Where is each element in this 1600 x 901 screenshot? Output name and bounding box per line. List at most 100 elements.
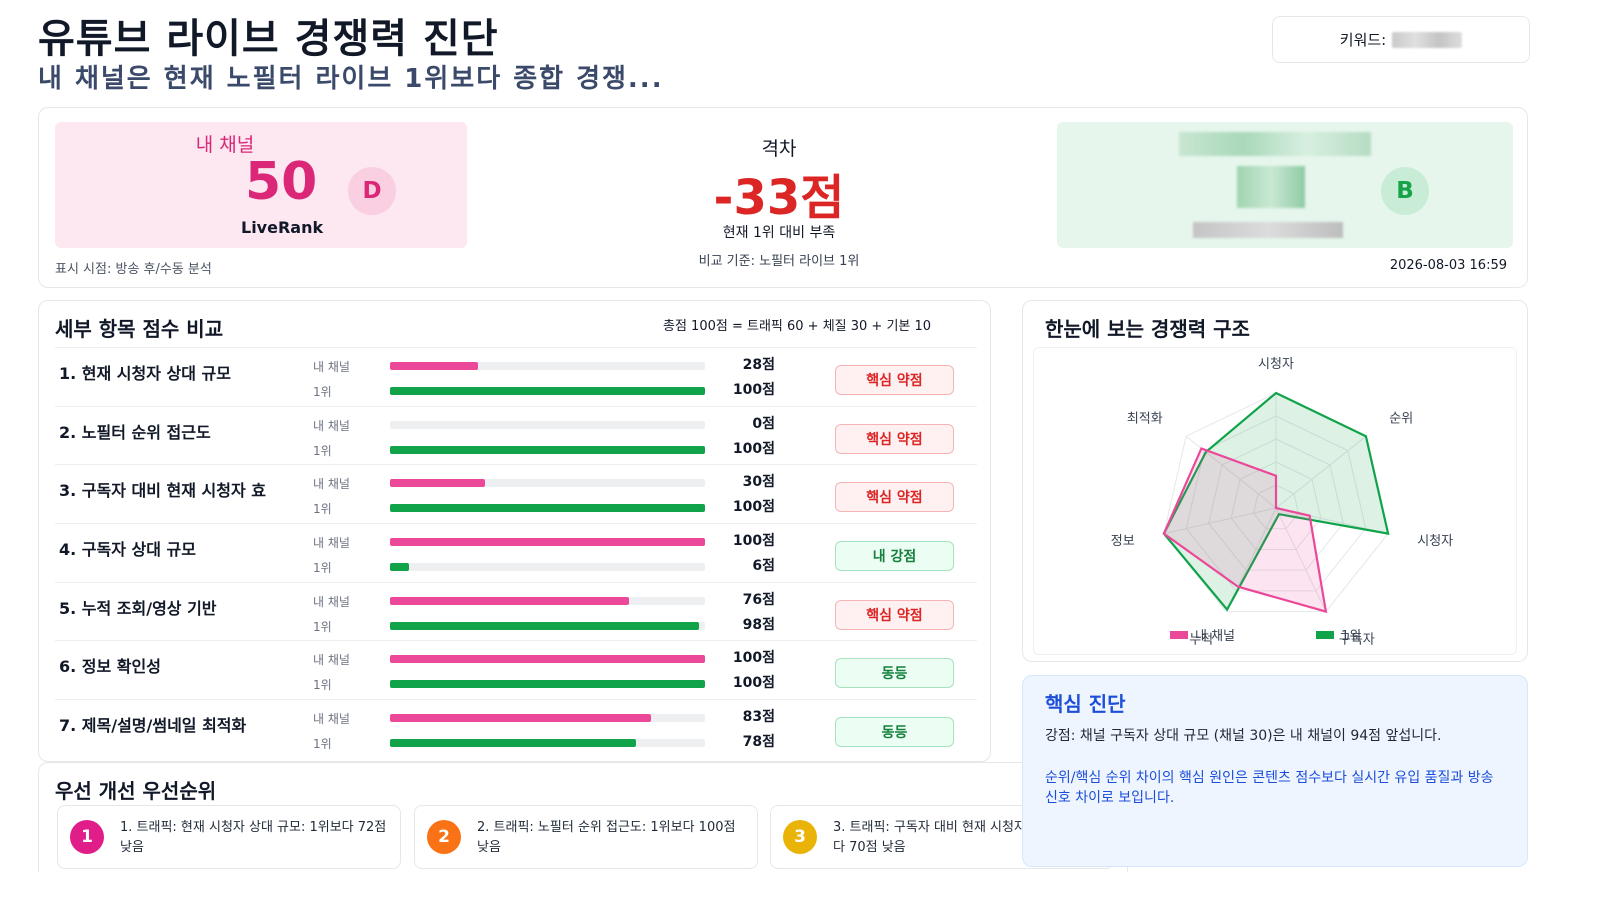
radar-spoke <box>1163 507 1277 535</box>
mine-score-value: 76점 <box>742 591 775 608</box>
top-score-bar <box>390 504 705 513</box>
detail-row-top-label: 1위 <box>313 561 332 576</box>
radar-spoke <box>1275 507 1327 612</box>
status-badge: 핵심 약점 <box>835 482 954 513</box>
detail-row-name: 3. 구독자 대비 현재 시청자 효 <box>59 481 266 501</box>
radar-axis-label: 누적 <box>1189 633 1213 648</box>
detail-title: 세부 항목 점수 비교 <box>55 317 224 341</box>
page-title: 유튜브 라이브 경쟁력 진단 <box>38 16 499 62</box>
keyword-label: 키워드: <box>1339 31 1387 49</box>
page-subtitle: 내 채널은 현재 노필터 라이브 1위보다 종합 경쟁... <box>38 64 664 94</box>
mine-score-bar-track <box>390 596 705 605</box>
detail-formula: 총점 100점 = 트래픽 60 + 체질 30 + 기본 10 <box>663 319 932 334</box>
top-score-value: 100점 <box>732 440 775 457</box>
summary-panel: 내 채널 50 LiveRank D 표시 시점: 방송 후/수동 분석 격차 … <box>38 107 1528 288</box>
detail-row: 7. 제목/설명/썸네일 최적화 내 채널 1위 83점 78점 동등 <box>55 699 977 758</box>
top-score-bar <box>390 621 699 630</box>
detail-row-mine-label: 내 채널 <box>313 477 350 492</box>
top-score-value: 100점 <box>732 499 775 516</box>
status-badge: 핵심 약점 <box>835 365 954 395</box>
status-badge: 동등 <box>835 717 954 748</box>
top-channel-card: B <box>1057 122 1513 248</box>
detail-comparison-panel: 세부 항목 점수 비교 총점 100점 = 트래픽 60 + 체질 30 + 기… <box>38 300 991 762</box>
priority-text-2: 2. 트래픽: 노필터 순위 접근도: 1위보다 100점 낮음 <box>477 820 736 855</box>
radar-grid-ring <box>1208 438 1344 571</box>
priority-text-1: 1. 트래픽: 현재 시청자 상대 규모: 1위보다 72점 낮음 <box>120 820 387 855</box>
gap-value: -33점 <box>713 170 845 226</box>
radar-axis-label: 시청자 <box>1417 534 1453 549</box>
top-channel-grade: B <box>1381 167 1429 215</box>
priority-card-1[interactable]: 1 1. 트래픽: 현재 시청자 상대 규모: 1위보다 72점 낮음 <box>57 805 401 869</box>
mine-score-bar <box>390 538 705 547</box>
radar-chart-box: 시청자 순위 시청자 구독자 누적 정보 최적화 내 채널 1위 <box>1033 347 1517 655</box>
top-score-bar <box>390 563 409 572</box>
keyword-redacted <box>1392 31 1463 48</box>
top-score-bar-track <box>390 445 705 454</box>
top-score-bar <box>390 445 705 454</box>
detail-row: 4. 구독자 상대 규모 내 채널 1위 100점 6점 내 강점 <box>55 523 977 582</box>
mine-score-value: 100점 <box>732 650 775 667</box>
top-channel-name-redacted <box>1179 132 1371 156</box>
my-channel-card: 내 채널 50 LiveRank D <box>55 122 467 248</box>
mine-score-bar-track <box>390 538 705 547</box>
top-score-bar <box>390 387 705 395</box>
priority-number-2: 2 <box>427 820 461 854</box>
radar-grid-ring <box>1253 484 1299 530</box>
detail-row-top-label: 1위 <box>313 502 332 517</box>
detail-row-top-label: 1위 <box>313 619 332 634</box>
priority-panel: 우선 개선 우선순위 1 1. 트래픽: 현재 시청자 상대 규모: 1위보다 … <box>38 762 1128 872</box>
detail-row-mine-label: 내 채널 <box>313 536 350 551</box>
status-badge: 내 강점 <box>835 541 954 572</box>
detail-row: 3. 구독자 대비 현재 시청자 효 내 채널 1위 30점 100점 핵심 약점 <box>55 464 977 523</box>
keyword-field[interactable]: 키워드: <box>1272 16 1530 63</box>
status-badge: 동등 <box>835 658 954 689</box>
my-channel-label: 내 채널 <box>195 134 255 156</box>
mine-score-bar <box>390 596 630 605</box>
radar-axis-label: 최적화 <box>1127 412 1163 427</box>
top-score-value: 100점 <box>732 675 775 692</box>
mine-score-bar <box>390 714 652 723</box>
gap-description: 현재 1위 대비 부족 <box>722 225 836 241</box>
detail-row-name: 7. 제목/설명/썸네일 최적화 <box>59 716 247 736</box>
radar-panel: 한눈에 보는 경쟁력 구조 시청자 순위 시청자 구독자 누적 정보 최적화 내 채널 1위 <box>1022 300 1528 662</box>
detail-row-mine-label: 내 채널 <box>313 360 350 374</box>
mine-score-bar-track <box>390 420 705 429</box>
my-channel-metric: LiveRank <box>241 218 324 237</box>
gap-base: 비교 기준: 노필터 라이브 1위 <box>698 254 860 269</box>
status-badge: 핵심 약점 <box>835 423 954 454</box>
mine-score-value: 30점 <box>742 474 775 491</box>
radar-grid-ring <box>1230 461 1322 550</box>
detail-row-top-label: 1위 <box>313 678 332 693</box>
detail-row-name: 6. 정보 확인성 <box>59 657 161 677</box>
mine-score-bar-track <box>390 479 705 488</box>
legend-top-label: 1위 <box>1341 629 1361 644</box>
top-channel-score-redacted <box>1237 166 1305 208</box>
top-score-value: 6점 <box>752 558 775 575</box>
radar-axis-label: 구독자 <box>1339 633 1375 648</box>
analysis-date: 2026-08-03 16:59 <box>1389 258 1507 273</box>
detail-row: 6. 정보 확인성 내 채널 1위 100점 100점 동등 <box>55 640 977 699</box>
detail-row: 1. 현재 시청자 상대 규모 내 채널 1위 28점 100점 핵심 약점 <box>55 347 977 406</box>
top-score-value: 98점 <box>742 616 775 633</box>
radar-axis-label: 시청자 <box>1258 357 1294 372</box>
priority-title: 우선 개선 우선순위 <box>55 779 217 803</box>
detail-row-mine-label: 내 채널 <box>313 653 350 668</box>
detail-row-name: 4. 구독자 상대 규모 <box>59 540 196 560</box>
top-score-bar <box>390 739 636 748</box>
mine-score-bar <box>390 655 705 664</box>
detail-row-name: 2. 노필터 순위 접근도 <box>59 422 211 442</box>
diagnosis-strength: 강점: 채널 구독자 상대 규모 (채널 30)은 내 채널이 94점 앞섭니다… <box>1045 728 1442 744</box>
priority-card-2[interactable]: 2 2. 트래픽: 노필터 순위 접근도: 1위보다 100점 낮음 <box>414 805 758 869</box>
detail-row-top-label: 1위 <box>313 385 332 399</box>
legend-mine-label: 내 채널 <box>1195 629 1235 644</box>
top-score-bar-track <box>390 563 705 572</box>
priority-number-1: 1 <box>70 820 104 854</box>
radar-axis-label: 정보 <box>1111 534 1135 549</box>
legend-mine-swatch <box>1170 631 1188 639</box>
diagnosis-title: 핵심 진단 <box>1045 692 1126 716</box>
radar-axis-label: 순위 <box>1389 412 1413 427</box>
detail-row-mine-label: 내 채널 <box>313 594 350 609</box>
mine-score-bar <box>390 479 485 488</box>
mine-score-bar-track <box>390 655 705 664</box>
top-score-bar <box>390 680 705 689</box>
